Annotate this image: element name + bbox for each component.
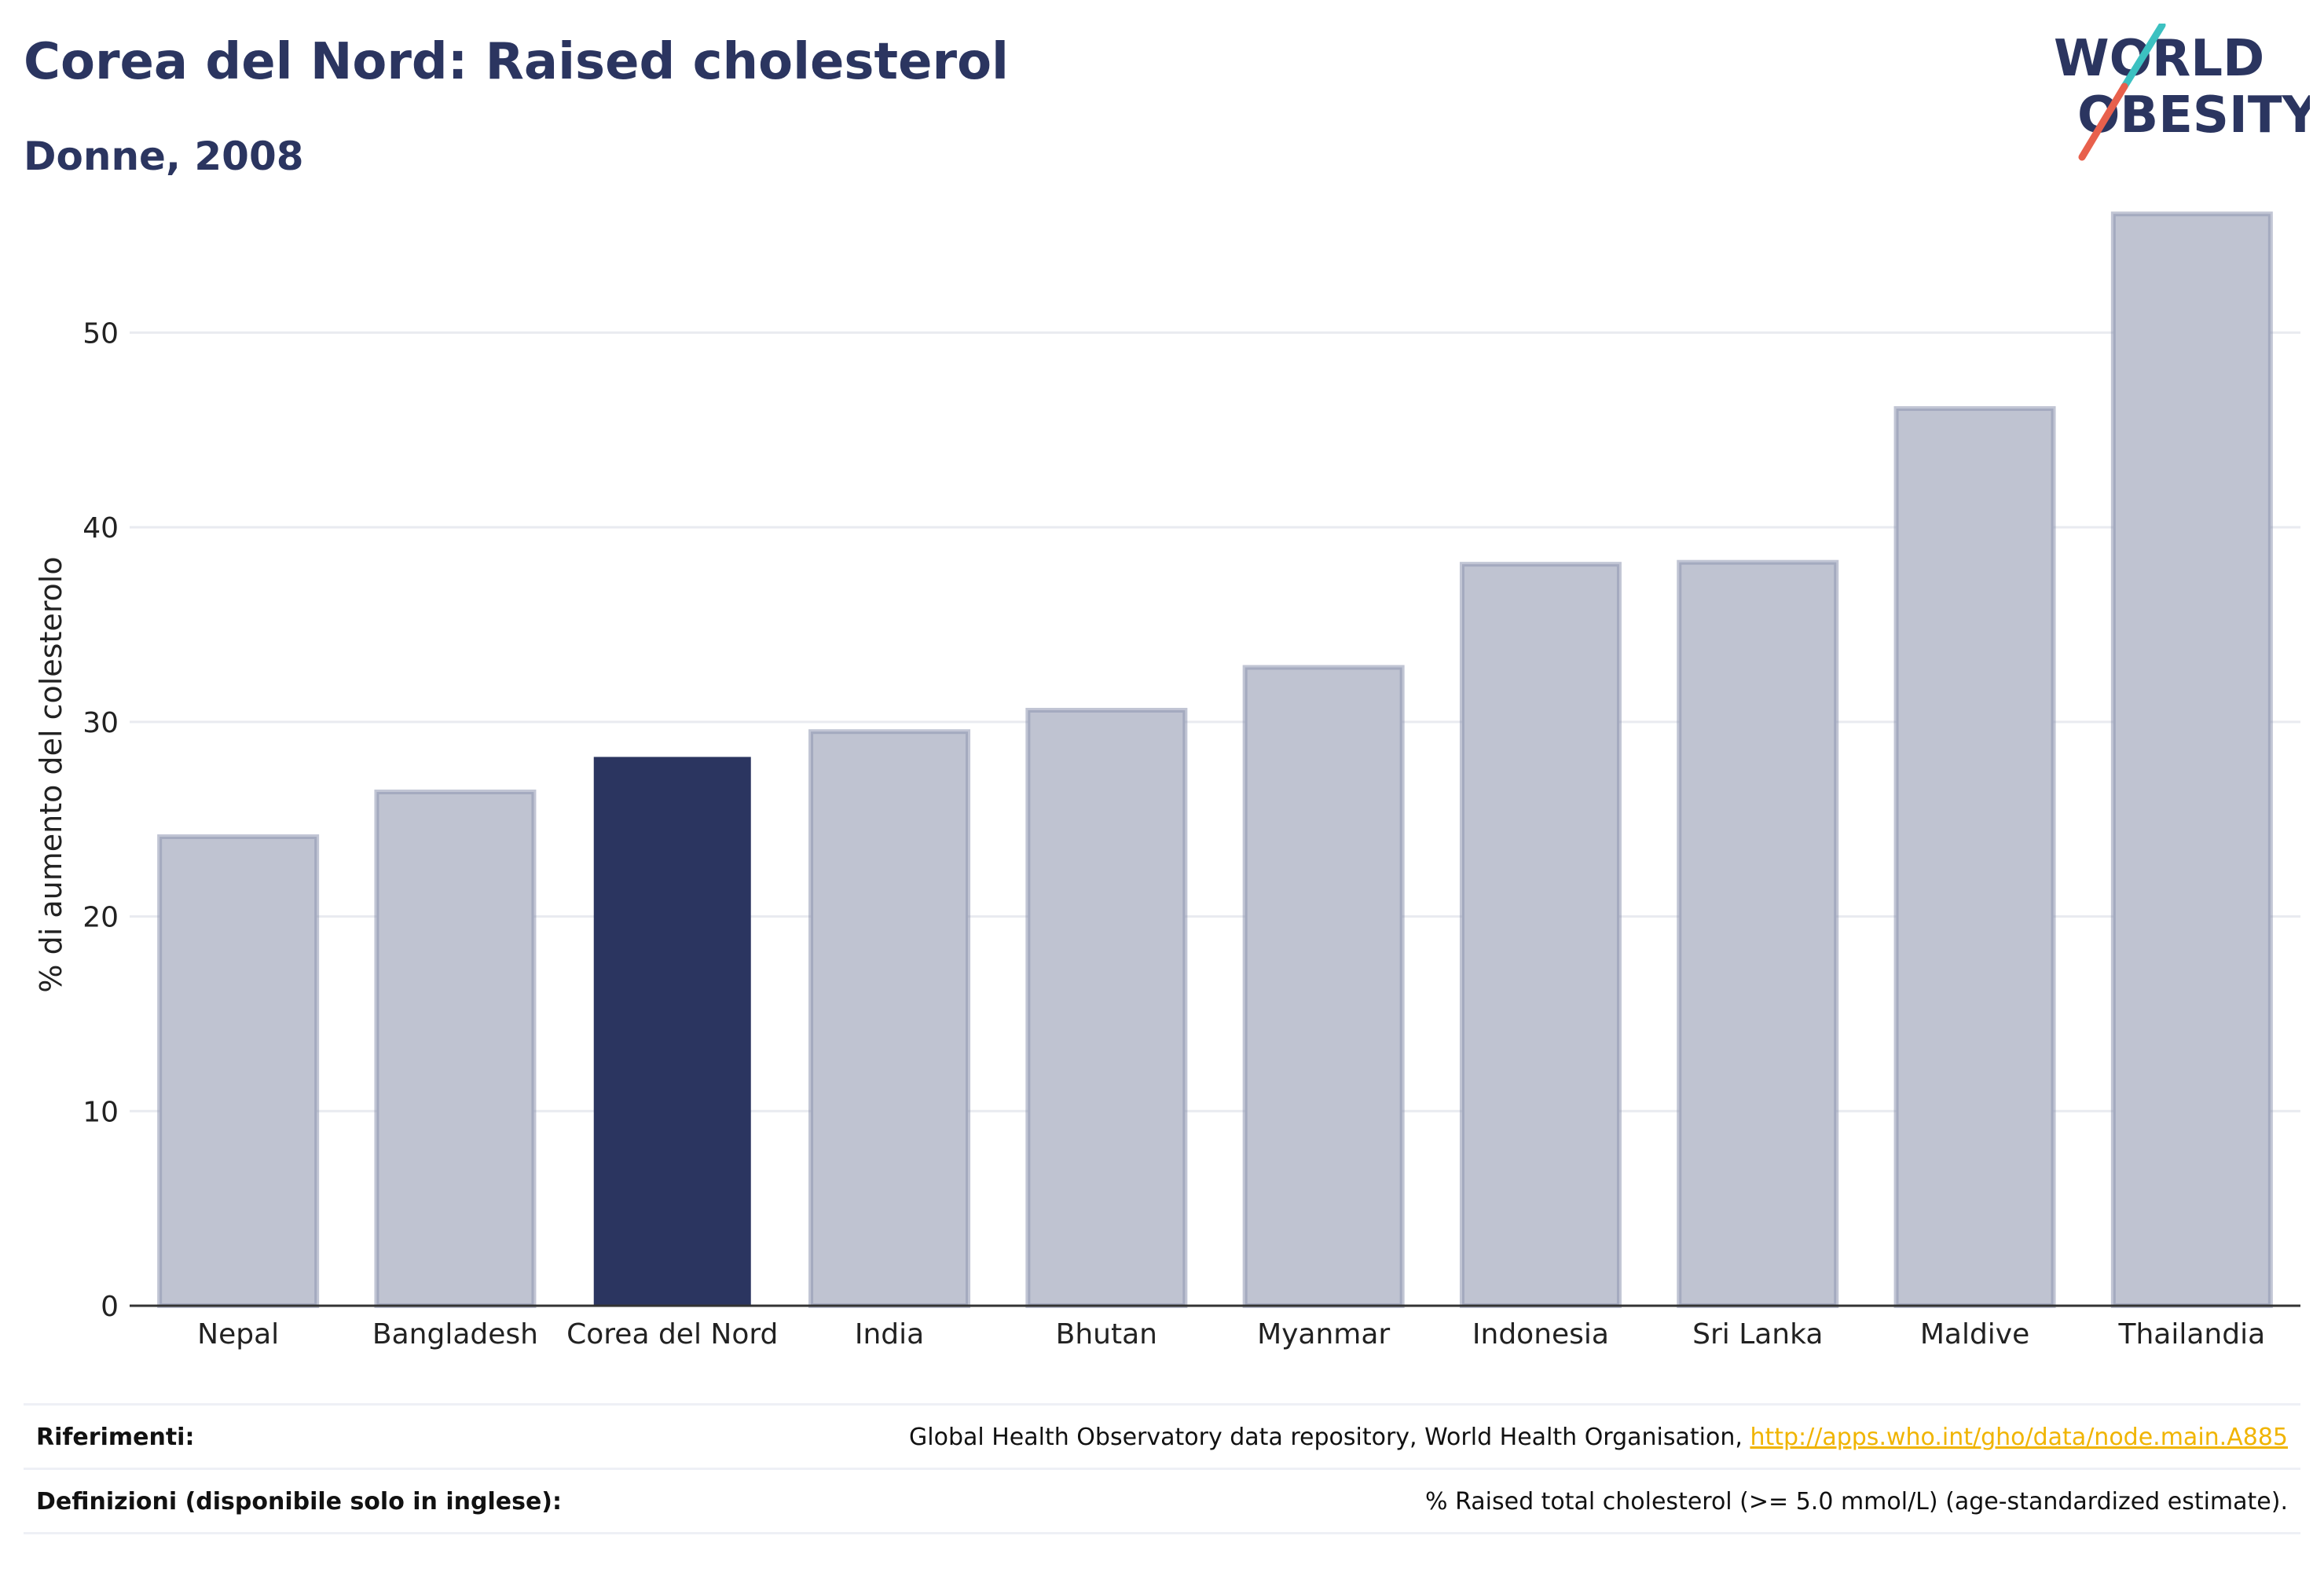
y-tick-label: 50 <box>82 317 119 350</box>
bar-nepal <box>157 834 320 1308</box>
bar-bangladesh <box>374 790 537 1308</box>
y-tick-labels: 0 10 20 30 40 50 <box>82 317 119 1323</box>
bar-maldive <box>1893 406 2056 1308</box>
logo-line-1: WORLD <box>2054 30 2264 88</box>
x-tick-label: Maldive <box>1920 1318 2029 1351</box>
bar-indonesia <box>1459 562 1622 1308</box>
bar-chart: 0 10 20 30 40 50 Nepal Bangladesh Corea del Nor… <box>34 211 2300 1351</box>
bar-thailandia <box>2110 211 2273 1309</box>
chart-title: Corea del Nord: Raised cholesterol <box>24 33 1009 91</box>
definitions-label: Definizioni (disponibile solo in inglese… <box>36 1488 562 1516</box>
bar-sri-lanka <box>1677 559 1839 1308</box>
logo-slash-teal <box>2121 24 2166 90</box>
footer-divider-top <box>24 1403 2300 1406</box>
references-label: Riferimenti: <box>36 1424 195 1451</box>
x-tick-label: Thailandia <box>2118 1318 2266 1351</box>
x-tick-label: Bangladesh <box>372 1318 538 1351</box>
footer-divider-middle <box>24 1468 2300 1470</box>
y-tick-label: 40 <box>82 512 119 544</box>
x-tick-label: Sri Lanka <box>1692 1318 1823 1351</box>
references-text: Global Health Observatory data repositor… <box>909 1424 1750 1451</box>
bar-myanmar <box>1242 665 1405 1308</box>
y-tick-label: 10 <box>82 1096 119 1128</box>
y-tick-label: 30 <box>82 707 119 739</box>
y-tick-label: 20 <box>82 902 119 934</box>
x-tick-label: Indonesia <box>1472 1318 1609 1351</box>
x-tick-label: Corea del Nord <box>566 1318 778 1351</box>
x-tick-label: Nepal <box>197 1318 279 1351</box>
x-tick-label: Myanmar <box>1257 1318 1390 1351</box>
x-tick-label: Bhutan <box>1056 1318 1157 1351</box>
y-axis-title: % di aumento del colesterolo <box>34 556 68 992</box>
references-value: Global Health Observatory data repositor… <box>909 1424 2288 1451</box>
bar-layer <box>157 211 2273 1309</box>
definitions-text: % Raised total cholesterol (>= 5.0 mmol/… <box>1425 1488 2288 1516</box>
x-tick-label: India <box>855 1318 924 1351</box>
footer-divider-bottom <box>24 1532 2300 1534</box>
references-link[interactable]: http://apps.who.int/gho/data/node.main.A… <box>1750 1424 2288 1451</box>
world-obesity-logo: WORLD OBESITY <box>2054 24 2310 161</box>
logo-slash-red <box>2078 82 2128 161</box>
bar-bhutan <box>1025 707 1188 1308</box>
chart-subtitle: Donne, 2008 <box>24 134 304 179</box>
bar-corea-del-nord <box>593 757 751 1306</box>
bar-india <box>808 729 971 1308</box>
x-tick-labels: Nepal Bangladesh Corea del Nord India Bhutan… <box>197 1318 2265 1351</box>
y-tick-label: 0 <box>101 1291 119 1323</box>
